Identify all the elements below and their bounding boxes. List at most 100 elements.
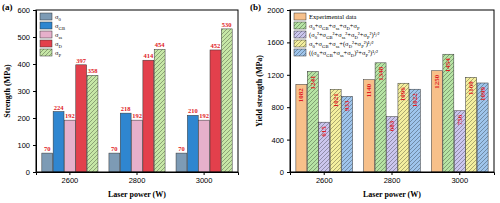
y-axis: 0 100 200 300 400 500 600 — [17, 6, 36, 177]
bar — [176, 153, 187, 172]
bar — [342, 96, 353, 172]
legend-label: ((σ0+σGB+σss+σD)²+σP²)¹/² — [309, 49, 378, 58]
tick-label: 500 — [17, 33, 30, 42]
bar — [143, 60, 154, 172]
bar — [364, 80, 375, 172]
tick-label: 800 — [271, 103, 284, 112]
legend-swatch — [40, 13, 52, 20]
legend-entry: σ0 — [40, 13, 62, 22]
tick-label: 1200 — [267, 71, 284, 80]
legend-entry: σ0+σGB+σss+σD+σP — [294, 22, 360, 31]
data-labels: 7070702242182101921921923974144523584545… — [44, 21, 232, 152]
y-tick: 0 — [280, 168, 290, 177]
data-label: 452 — [211, 42, 221, 49]
data-label: 1140 — [365, 83, 373, 97]
bar — [221, 29, 232, 172]
y-tick: 0 — [26, 168, 36, 177]
data-label: 70 — [178, 145, 185, 152]
y-tick: 1200 — [267, 71, 290, 80]
plot-frame — [36, 10, 238, 172]
bar — [307, 71, 318, 172]
legend-label: (σ0²+σGB²+σss²+σD²+σP²)¹/² — [309, 31, 379, 40]
tick-label: 200 — [17, 114, 30, 123]
data-label: 454 — [155, 41, 166, 48]
y-tick: 600 — [17, 6, 36, 15]
data-label: 1250 — [433, 74, 441, 89]
y-tick: 400 — [17, 60, 36, 69]
data-label: 224 — [54, 104, 65, 111]
data-label: 1169 — [467, 81, 475, 95]
legend-entry: σ0+σGB+σss+(σD²+σP²)¹/² — [294, 40, 374, 49]
legend: Experimental data σ0+σGB+σss+σD+σP(σ0²+σG… — [294, 13, 379, 58]
tick-label: 300 — [17, 87, 30, 96]
data-label: 397 — [76, 57, 87, 64]
legend-swatch — [40, 31, 52, 38]
data-label: 615 — [320, 126, 328, 137]
legend-label: σP — [55, 49, 62, 58]
legend-swatch — [294, 49, 306, 56]
legend-swatch — [294, 31, 306, 38]
legend-entry: Experimental data — [294, 13, 357, 20]
tick-label: 2600 — [316, 176, 333, 185]
data-label: 1241 — [309, 75, 317, 90]
y-axis-title: Strength (MPa) — [3, 64, 12, 118]
text-part: ²)¹/² — [364, 40, 374, 48]
legend-label: σD — [55, 40, 63, 49]
y-tick: 800 — [271, 103, 290, 112]
x-axis: 260028003000 — [291, 172, 495, 185]
legend-label: σ0+σGB+σss+(σD²+σP²)¹/² — [309, 40, 374, 49]
data-label: 210 — [188, 107, 198, 114]
panel-title: (a) — [2, 2, 13, 12]
bar — [187, 115, 198, 172]
data-label: 756 — [456, 114, 464, 125]
bar — [109, 153, 120, 172]
data-label: 218 — [121, 105, 132, 112]
data-label: 70 — [44, 145, 51, 152]
subscript: D — [59, 44, 63, 49]
tick-label: 0 — [280, 168, 284, 177]
figure: 7070702242182101921921923974144523584545… — [0, 0, 500, 203]
y-axis: 0 400 800 1200 1600 2000 — [267, 6, 290, 177]
legend-label: Experimental data — [309, 13, 357, 20]
tick-label: 2800 — [129, 176, 146, 185]
text-part: Experimental data — [309, 13, 357, 20]
data-label: 933 — [343, 100, 351, 111]
bars — [296, 54, 488, 172]
text-part: )²+σ — [354, 49, 366, 57]
data-label: 1082 — [297, 88, 305, 103]
bar — [431, 71, 442, 172]
axis-line — [37, 173, 239, 176]
legend-entry: σss — [40, 31, 62, 40]
bar — [398, 83, 409, 172]
data-label: 192 — [132, 112, 142, 119]
text-part: +(σ — [339, 40, 349, 48]
bar — [120, 113, 131, 172]
legend-label: σ0 — [55, 13, 62, 22]
bar — [375, 63, 386, 172]
y-axis-title: Yield strength (MPa) — [255, 55, 264, 127]
bar — [466, 77, 477, 172]
y-tick: 400 — [271, 136, 290, 145]
x-axis: 2600 2800 3000 — [37, 172, 239, 185]
bar — [154, 49, 165, 172]
tick-label: 1600 — [267, 38, 284, 47]
bars — [42, 29, 232, 172]
x-tick: 2600 — [62, 172, 79, 185]
axis-line — [291, 173, 495, 176]
bar — [132, 120, 143, 172]
y-tick: 2000 — [267, 6, 290, 15]
legend-label: σGB — [55, 22, 65, 31]
legend: σ0σGBσssσDσP — [40, 13, 65, 58]
legend-entry: σD — [40, 40, 63, 49]
tick-label: 2600 — [62, 176, 79, 185]
data-label: 192 — [65, 112, 75, 119]
tick-label: 100 — [17, 141, 30, 150]
x-tick: 2800 — [384, 172, 401, 185]
data-label: 1454 — [444, 58, 452, 72]
tick-label: 3000 — [196, 176, 213, 185]
tick-label: 2000 — [267, 6, 284, 15]
legend-swatch — [40, 22, 52, 29]
bar — [64, 120, 75, 172]
subscript: P — [59, 53, 62, 58]
bar — [210, 50, 221, 172]
